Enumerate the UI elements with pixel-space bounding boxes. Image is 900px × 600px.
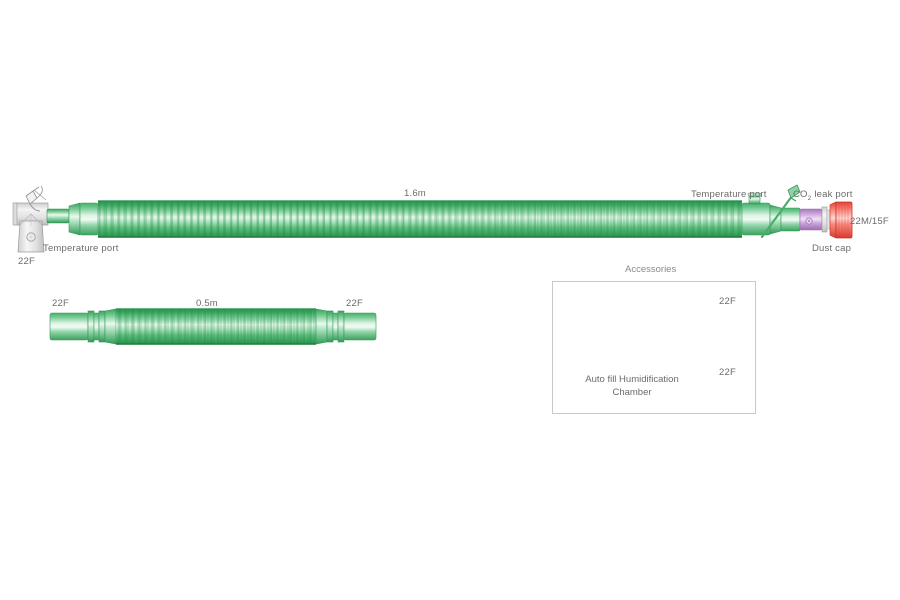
short-circuit-assembly — [49, 308, 377, 345]
label-dust-cap: Dust cap — [812, 243, 852, 254]
label-accessory-connector-bottom: 22F — [719, 367, 736, 378]
chamber-caption: Auto fill Humidification Chamber — [572, 374, 692, 400]
chamber-caption-line2: Chamber — [612, 386, 652, 398]
accessories-title: Accessories — [625, 264, 677, 275]
dust-cap — [829, 201, 853, 239]
main-circuit-assembly — [12, 184, 853, 253]
label-short-left-22f: 22F — [52, 298, 69, 309]
left-elbow-connector — [12, 202, 49, 253]
co2-subscript: 2 — [807, 194, 812, 202]
label-22m-15f: 22M/15F — [850, 216, 889, 227]
short-corrugated-tube — [116, 308, 316, 345]
temperature-probe-left — [25, 185, 47, 212]
label-accessory-connector-top: 22F — [719, 296, 736, 307]
label-right-temperature-port: Temperature port — [691, 189, 767, 200]
accessories-box — [552, 281, 756, 414]
main-corrugated-tube — [98, 200, 742, 238]
label-left-temperature-port: Temperature port — [43, 243, 119, 254]
label-left-22f: 22F — [18, 256, 35, 267]
co2-suffix: leak port — [811, 189, 853, 200]
co2-prefix: CO — [793, 189, 808, 200]
connector-22m-15f — [799, 206, 831, 233]
label-main-length: 1.6m — [404, 188, 426, 199]
label-co2-leak-port: CO2 leak port — [793, 189, 853, 203]
label-short-right-22f: 22F — [346, 298, 363, 309]
left-green-cuff — [46, 202, 99, 236]
co2-leak-port-probe — [760, 184, 801, 239]
chamber-caption-line1: Auto fill Humidification — [585, 374, 679, 385]
label-short-length: 0.5m — [196, 298, 218, 309]
